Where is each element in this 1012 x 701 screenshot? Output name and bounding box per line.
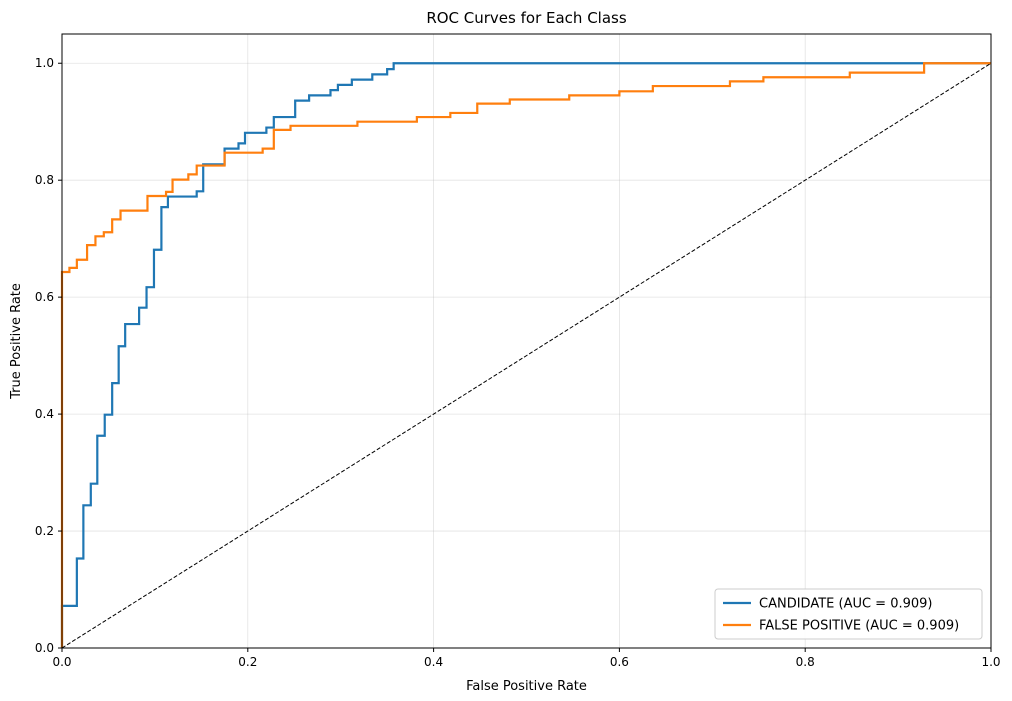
y-tick-label: 0.0 <box>35 641 54 655</box>
legend: CANDIDATE (AUC = 0.909) FALSE POSITIVE (A… <box>714 588 983 640</box>
y-tick-label: 0.2 <box>35 524 54 538</box>
legend-box <box>714 588 983 640</box>
legend-label: CANDIDATE (AUC = 0.909) <box>759 597 933 612</box>
y-axis-label: True Positive Rate <box>9 283 24 400</box>
y-tick-label: 0.6 <box>35 290 54 304</box>
x-tick-label: 0.0 <box>52 655 71 669</box>
axes-frame <box>61 33 992 649</box>
roc-curve-0 <box>60 62 991 648</box>
plot-curves <box>60 62 992 649</box>
y-tick-label: 0.8 <box>35 173 54 187</box>
legend-label: FALSE POSITIVE (AUC = 0.909) <box>759 619 959 634</box>
x-axis-label: False Positive Rate <box>466 679 587 694</box>
x-tick-label: 0.6 <box>610 655 629 669</box>
x-tick-label: 0.2 <box>238 655 257 669</box>
x-tick-label: 0.4 <box>424 655 443 669</box>
x-tick-label: 1.0 <box>981 655 1000 669</box>
x-tick-label: 0.8 <box>796 655 815 669</box>
grid-lines <box>61 34 992 649</box>
diagonal-reference-line <box>61 62 992 649</box>
roc-curve-1 <box>60 62 991 648</box>
chart-title: ROC Curves for Each Class <box>426 9 627 27</box>
x-axis-ticks: 0.0 0.2 0.4 0.6 0.8 1.0 <box>52 648 1001 669</box>
y-tick-label: 0.4 <box>35 407 54 421</box>
y-tick-label: 1.0 <box>35 56 54 70</box>
y-axis-ticks: 0.0 0.2 0.4 0.6 0.8 1.0 <box>35 56 62 655</box>
